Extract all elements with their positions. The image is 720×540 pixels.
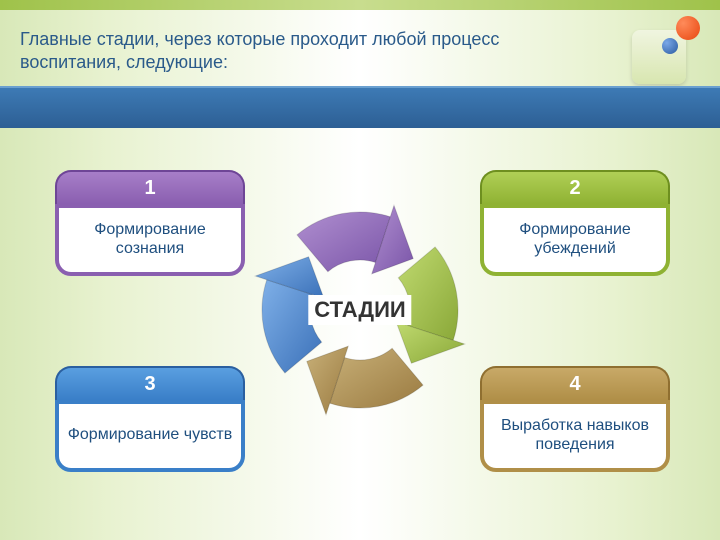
cycle-arrow-3	[307, 346, 423, 414]
stage-number: 1	[55, 170, 245, 204]
cycle-center-label: СТАДИИ	[308, 295, 411, 325]
blue-ball-icon	[662, 38, 678, 54]
stage-text: Формирование убеждений	[480, 204, 670, 276]
top-accent-bar	[0, 0, 720, 10]
cycle-diagram: СТАДИИ	[240, 190, 480, 430]
corner-decoration	[632, 14, 702, 84]
stage-card-3: 3 Формирование чувств	[55, 366, 245, 472]
stage-number: 3	[55, 366, 245, 400]
stage-text: Формирование сознания	[55, 204, 245, 276]
stage-card-1: 1 Формирование сознания	[55, 170, 245, 276]
header-blue-bar	[0, 86, 720, 128]
puzzle-icon	[632, 30, 686, 84]
stage-text: Выработка навыков поведения	[480, 400, 670, 472]
slide: Главные стадии, через которые проходит л…	[0, 0, 720, 540]
stage-number: 2	[480, 170, 670, 204]
stage-card-4: 4 Выработка навыков поведения	[480, 366, 670, 472]
orange-ball-icon	[676, 16, 700, 40]
stage-number: 4	[480, 366, 670, 400]
page-title: Главные стадии, через которые проходит л…	[20, 28, 570, 73]
stage-card-2: 2 Формирование убеждений	[480, 170, 670, 276]
stage-text: Формирование чувств	[55, 400, 245, 472]
cycle-arrow-1	[297, 205, 413, 273]
